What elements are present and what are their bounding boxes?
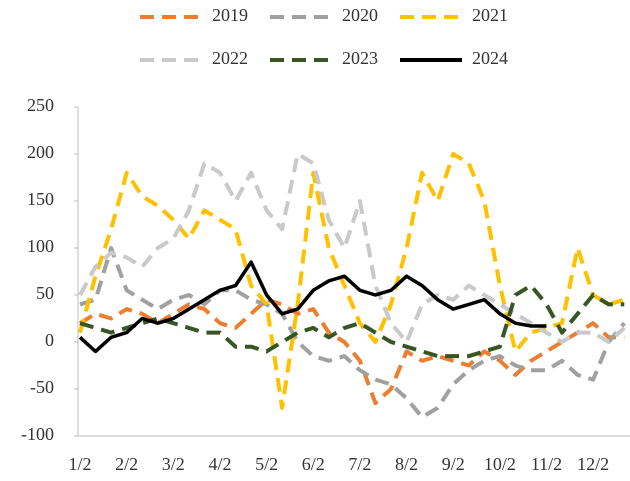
y-tick-label: 200 (27, 142, 54, 162)
x-tick-label: 3/2 (162, 454, 185, 474)
x-tick-label: 10/2 (484, 454, 516, 474)
y-tick-label: -100 (21, 424, 54, 444)
y-tick-label: 150 (27, 189, 54, 209)
y-tick-label: 50 (36, 283, 54, 303)
series-line (79, 283, 625, 359)
x-tick-label: 5/2 (255, 454, 278, 474)
legend-label: 2022 (212, 48, 248, 68)
x-tick-label: 7/2 (348, 454, 371, 474)
x-tick-label: 2/2 (115, 454, 138, 474)
x-tick-label: 6/2 (302, 454, 325, 474)
series-line (78, 260, 547, 354)
legend-label: 2020 (342, 5, 378, 25)
x-tick-label: 11/2 (531, 454, 562, 474)
legend-label: 2019 (212, 5, 248, 25)
series-line (78, 297, 625, 406)
series-line (79, 246, 626, 420)
x-tick-label: 12/2 (577, 454, 609, 474)
x-tick-label: 9/2 (442, 454, 465, 474)
x-tick-label: 4/2 (208, 454, 231, 474)
x-tick-label: 8/2 (395, 454, 418, 474)
x-tick-label: 1/2 (68, 454, 91, 474)
y-tick-label: 0 (45, 330, 54, 350)
legend-label: 2023 (342, 48, 378, 68)
y-tick-label: 100 (27, 236, 54, 256)
y-tick-label: 250 (27, 95, 54, 115)
series-line (78, 152, 626, 344)
legend-label: 2021 (472, 5, 508, 25)
y-tick-label: -50 (30, 377, 54, 397)
series-line (78, 152, 625, 410)
legend-label: 2024 (472, 48, 508, 68)
